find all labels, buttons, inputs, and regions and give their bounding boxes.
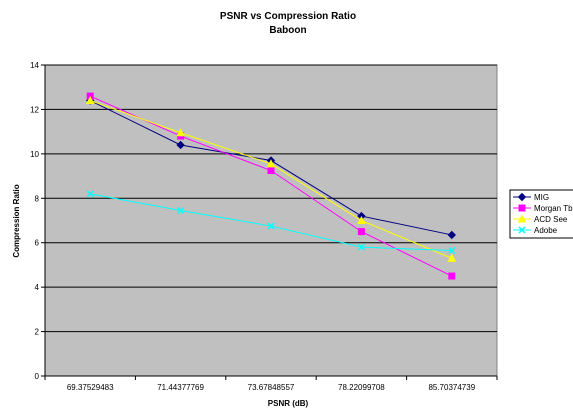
- legend-item-acd-see: ACD See: [513, 214, 568, 224]
- x-tick-label: 78.22099708: [338, 383, 385, 392]
- chart-subtitle: Baboon: [269, 25, 306, 36]
- data-point-morgan-tbl: [267, 167, 275, 175]
- legend-marker: [517, 192, 527, 202]
- legend-item-mig: MIG: [513, 192, 549, 202]
- series-adobe: [86, 190, 456, 255]
- legend-label: ACD See: [534, 215, 568, 224]
- y-tick-label: 10: [30, 150, 39, 159]
- data-point-adobe: [267, 222, 275, 230]
- y-tick-label: 4: [35, 283, 40, 292]
- data-point-morgan-tbl: [448, 272, 456, 280]
- series-acd-see: [85, 95, 457, 262]
- legend: MIG Morgan Tbl ACD See Adobe: [509, 189, 573, 239]
- y-axis-ticks: 0 2 4 6 8 10 12 14: [30, 61, 45, 381]
- y-tick-label: 8: [35, 194, 40, 203]
- legend-marker: [517, 214, 527, 223]
- data-point-mig: [447, 230, 457, 240]
- plot-area: [44, 64, 498, 377]
- x-tick-label: 71.44377769: [157, 383, 204, 392]
- y-tick-label: 2: [35, 328, 40, 337]
- data-point-adobe: [86, 190, 94, 198]
- y-tick-label: 6: [35, 239, 40, 248]
- legend-marker: [518, 204, 526, 212]
- chart-title: PSNR vs Compression Ratio: [220, 11, 356, 22]
- data-point-acd-see: [266, 159, 276, 168]
- x-tick-label: 85.70374739: [428, 383, 475, 392]
- x-axis-ticks: 69.37529483 71.44377769 73.67848557 78.2209…: [44, 376, 498, 392]
- y-tick-label: 14: [30, 61, 39, 70]
- legend-label: Morgan Tbl: [534, 204, 573, 213]
- series-group: [85, 92, 457, 280]
- data-point-morgan-tbl: [357, 228, 365, 236]
- y-tick-label: 0: [35, 372, 40, 381]
- x-axis-title: PSNR (dB): [268, 399, 309, 408]
- legend-marker: [518, 226, 526, 234]
- legend-label: MIG: [534, 193, 549, 202]
- data-point-acd-see: [447, 253, 457, 262]
- data-point-adobe: [177, 206, 185, 215]
- data-point-acd-see: [85, 95, 95, 105]
- x-tick-label: 69.37529483: [67, 383, 114, 392]
- data-point-adobe: [357, 243, 365, 251]
- x-tick-label: 73.67848557: [248, 383, 295, 392]
- legend-item-adobe: Adobe: [513, 226, 558, 235]
- data-point-mig: [176, 140, 185, 150]
- data-point-acd-see: [357, 215, 366, 224]
- legend-item-morgan-tbl: Morgan Tbl: [513, 204, 573, 213]
- data-point-acd-see: [176, 128, 185, 137]
- data-point-adobe: [448, 246, 456, 255]
- legend-label: Adobe: [534, 226, 558, 235]
- plot-background: [44, 64, 498, 377]
- y-axis-title: Compression Ratio: [12, 184, 21, 257]
- y-tick-label: 12: [30, 105, 39, 114]
